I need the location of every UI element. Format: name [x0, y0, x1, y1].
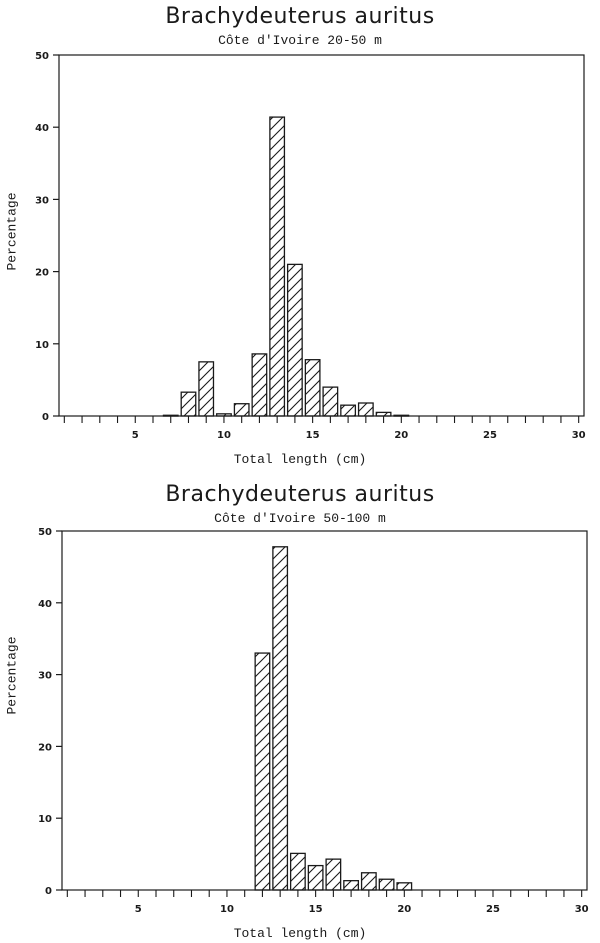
- bar: [216, 413, 232, 417]
- y-tick-label: 10: [35, 340, 49, 351]
- y-tick-label: 0: [42, 412, 49, 423]
- plot-area: 0 10 20 30 40 50 5 10 15 20 25 30: [35, 51, 586, 441]
- chart-top: Brachydeuterus auritus Côte d'Ivoire 20-…: [0, 0, 600, 470]
- bar: [180, 391, 197, 417]
- y-tick-label: 30: [35, 195, 49, 206]
- x-tick-label: 30: [572, 430, 586, 441]
- bar: [162, 414, 179, 417]
- x-axis-label: Total length (cm): [233, 926, 367, 941]
- y-tick-label: 10: [38, 814, 52, 825]
- y-tick-label: 30: [38, 671, 52, 682]
- bar: [198, 361, 215, 417]
- y-tick-label: 20: [38, 742, 52, 753]
- bar: [272, 546, 289, 891]
- bar: [343, 880, 360, 891]
- bar: [325, 858, 342, 891]
- bar: [375, 411, 392, 417]
- bar: [233, 403, 250, 417]
- plot-frame: [61, 530, 588, 891]
- bar: [393, 414, 410, 417]
- y-tick-label: 20: [35, 268, 49, 279]
- x-tick-label: 10: [220, 904, 234, 915]
- bar: [378, 878, 395, 891]
- bar: [304, 359, 321, 417]
- x-tick-label: 25: [483, 430, 497, 441]
- chart-title: Brachydeuterus auritus: [165, 4, 435, 29]
- y-tick-label: 40: [38, 599, 52, 610]
- x-axis-label: Total length (cm): [233, 452, 367, 467]
- x-tick-label: 15: [309, 904, 323, 915]
- bar: [286, 263, 303, 417]
- bar: [360, 872, 377, 891]
- x-tick-label: 20: [397, 904, 411, 915]
- x-tick-label: 10: [217, 430, 231, 441]
- bar: [289, 852, 306, 891]
- bar: [396, 882, 413, 891]
- bar: [269, 116, 286, 417]
- x-tick-label: 20: [394, 430, 408, 441]
- bar: [357, 402, 374, 417]
- chart-subtitle: Côte d'Ivoire 20-50 m: [218, 33, 382, 48]
- bar: [307, 864, 324, 891]
- x-tick-label: 25: [486, 904, 500, 915]
- y-tick-label: 40: [35, 123, 49, 134]
- plot-frame: [58, 54, 585, 417]
- bar: [254, 652, 271, 891]
- x-tick-label: 5: [135, 904, 142, 915]
- bar: [251, 353, 268, 417]
- chart-bottom: Brachydeuterus auritus Côte d'Ivoire 50-…: [0, 472, 600, 943]
- y-tick-label: 50: [38, 527, 52, 538]
- x-tick-label: 15: [306, 430, 320, 441]
- x-tick-label: 30: [575, 904, 589, 915]
- y-tick-label: 50: [35, 51, 49, 62]
- chart-subtitle: Côte d'Ivoire 50-100 m: [214, 511, 386, 526]
- plot-area: 0 10 20 30 40 50 5 10 15 20 25 30: [38, 527, 589, 915]
- chart-title: Brachydeuterus auritus: [165, 482, 435, 507]
- x-tick-label: 5: [132, 430, 139, 441]
- bar: [340, 404, 357, 417]
- y-tick-label: 0: [45, 886, 52, 897]
- bar: [322, 386, 339, 417]
